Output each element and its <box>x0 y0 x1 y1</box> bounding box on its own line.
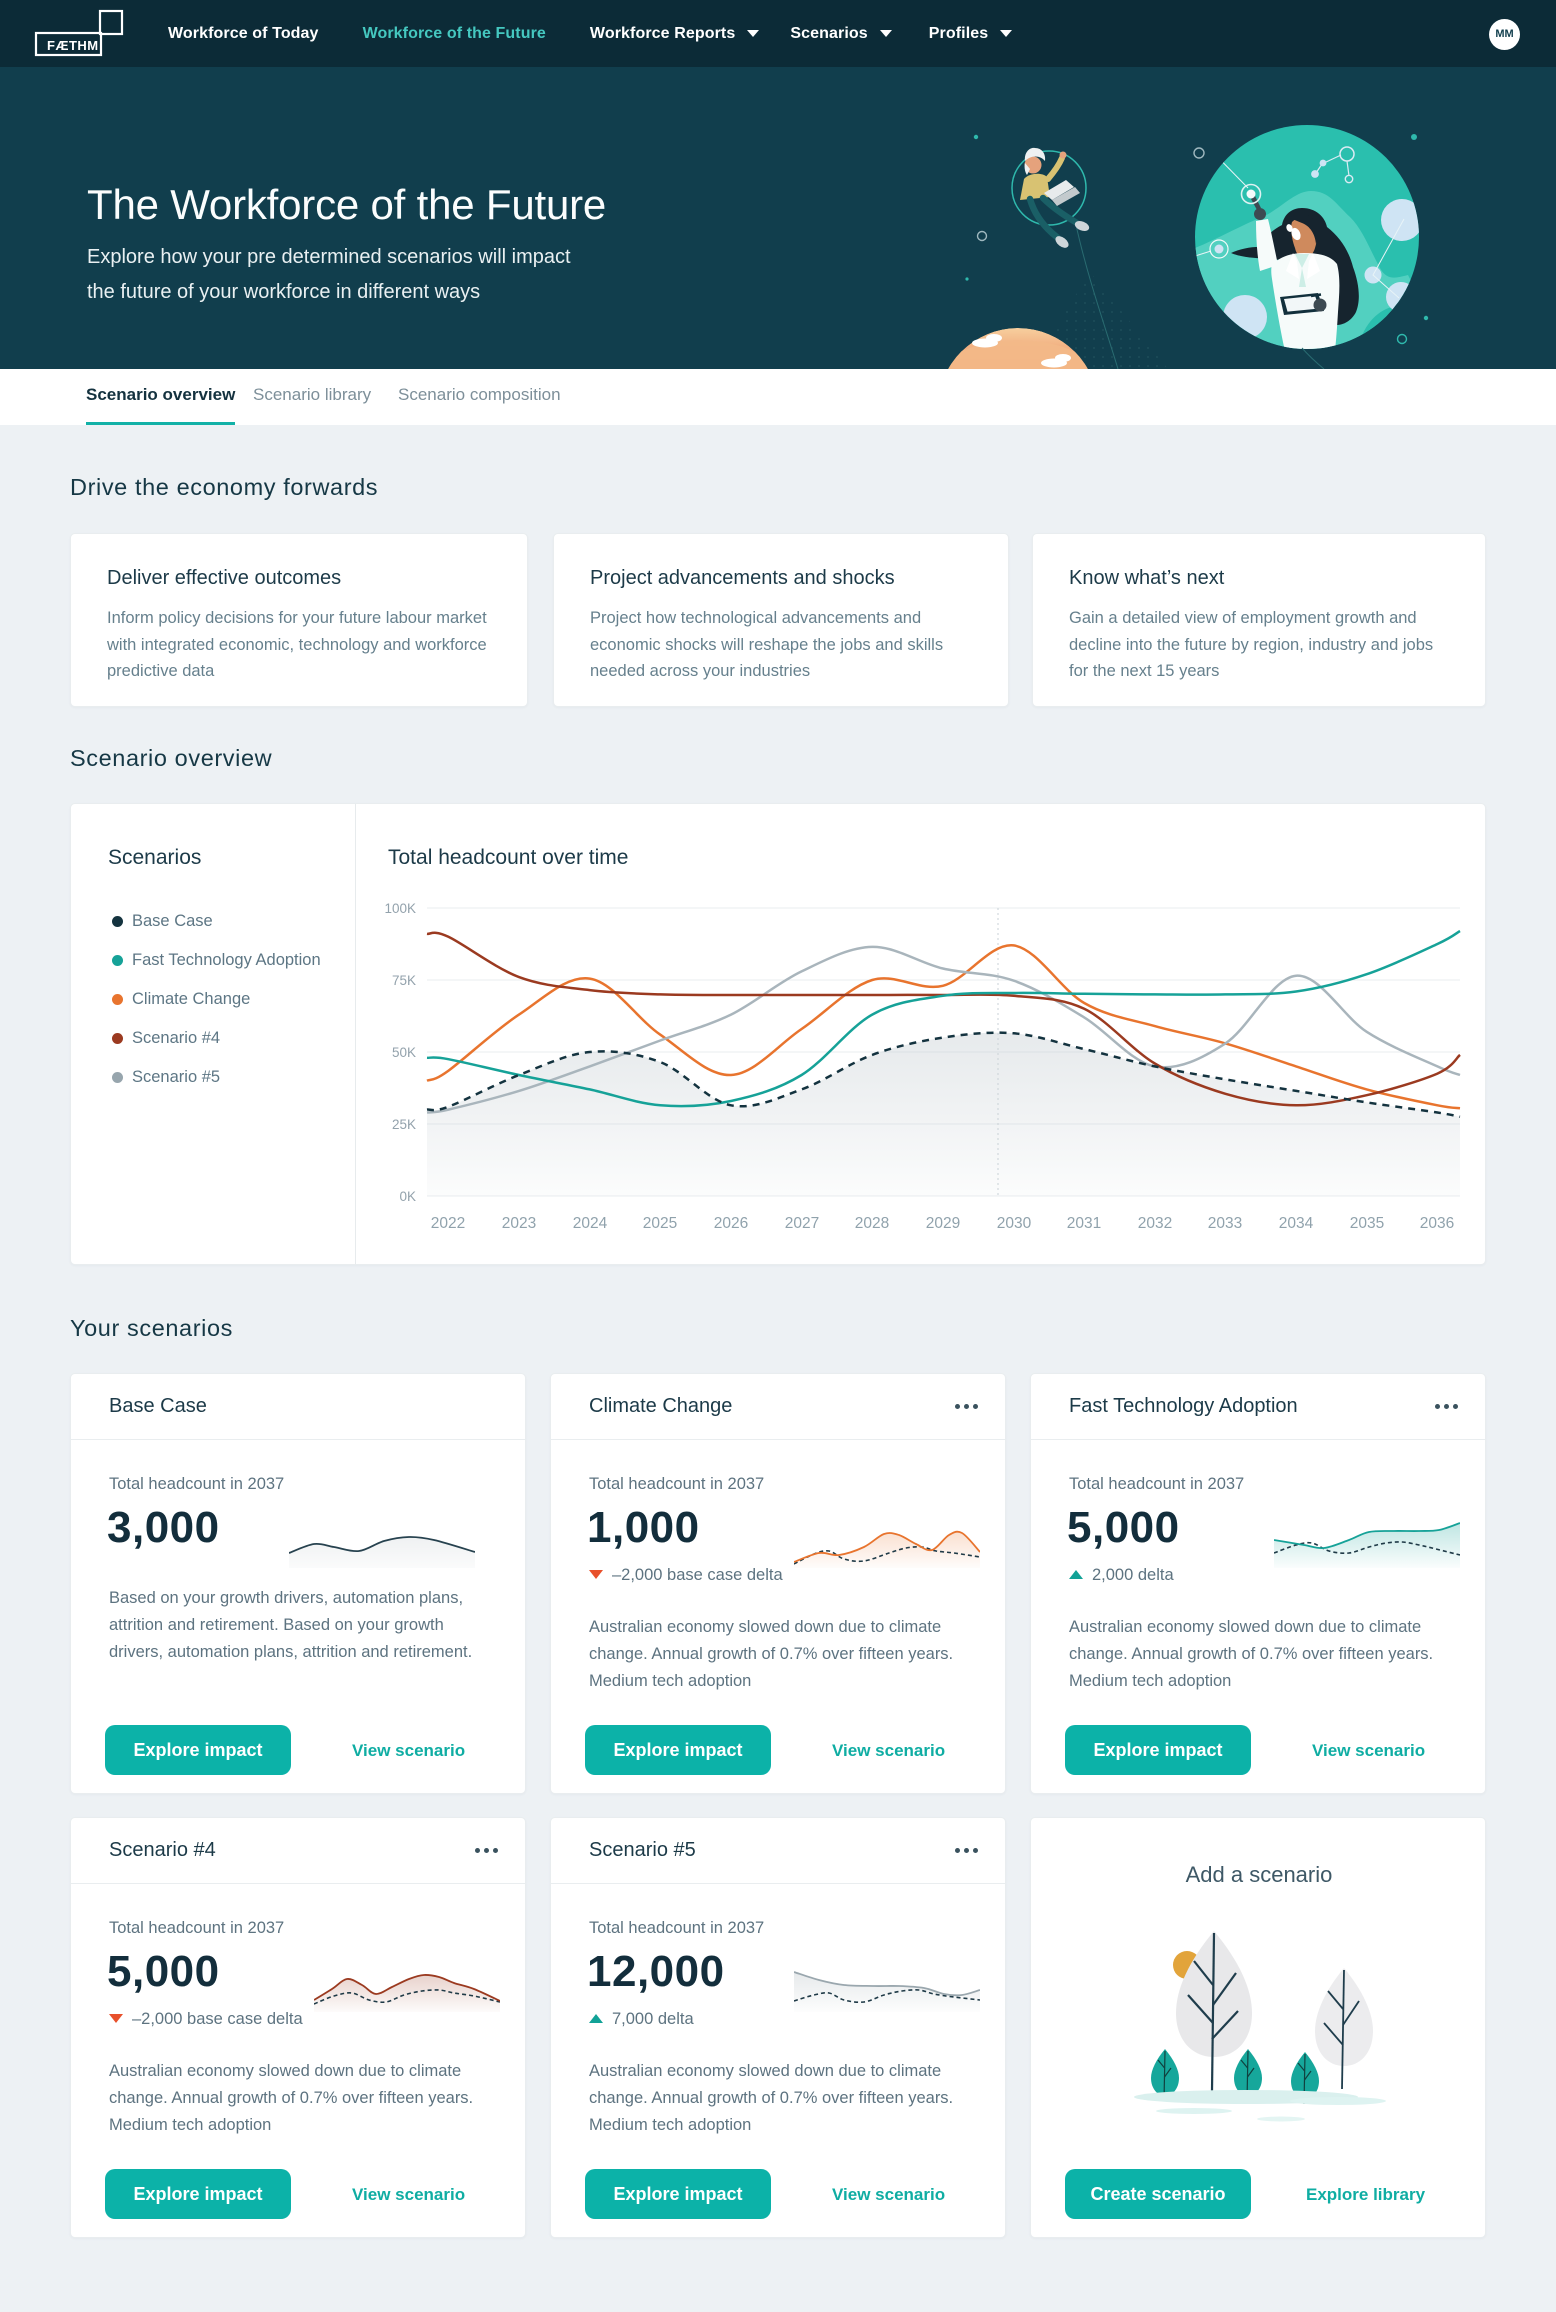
svg-text:FÆTHM: FÆTHM <box>47 38 99 53</box>
